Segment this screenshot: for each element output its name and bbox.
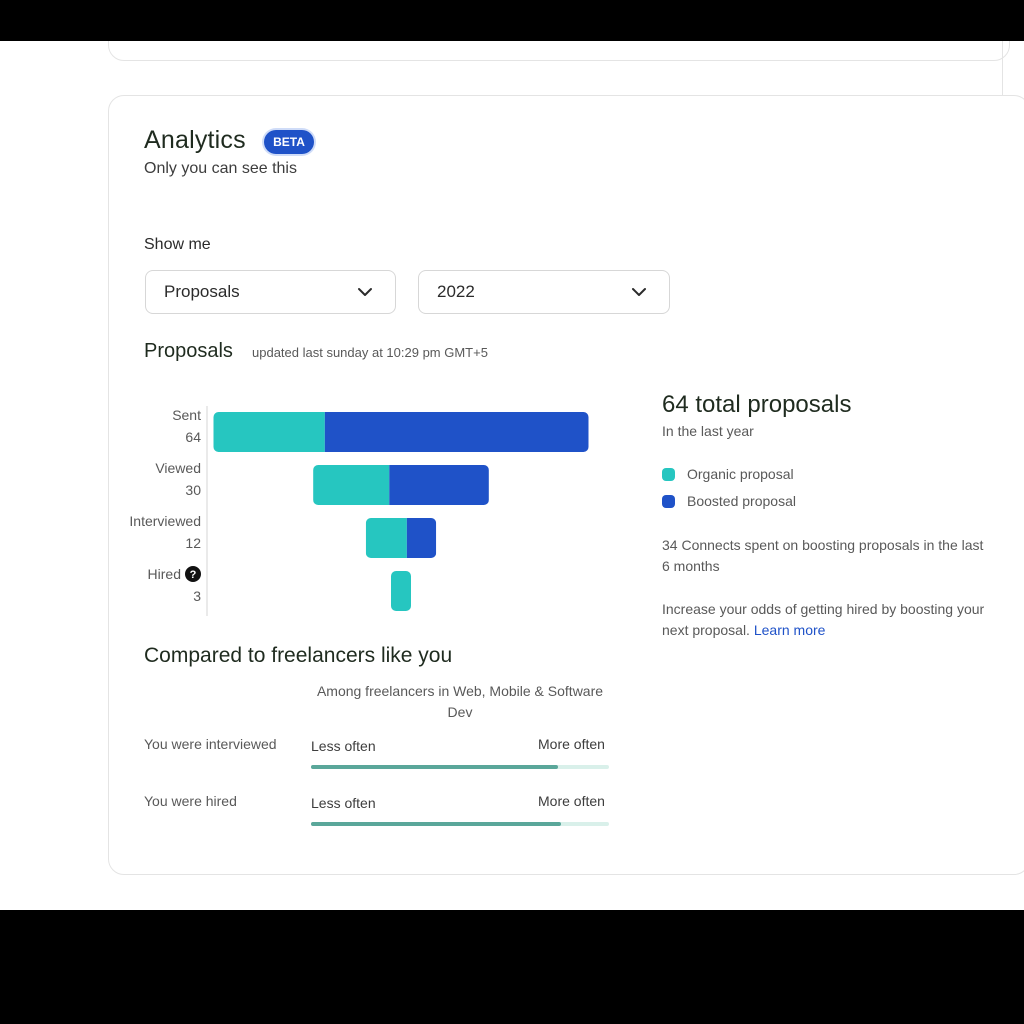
- bar-interviewed-organic: [365, 518, 407, 558]
- comparison-title: Compared to freelancers like you: [144, 644, 453, 667]
- updated-timestamp: updated last sunday at 10:29 pm GMT+5: [252, 345, 488, 360]
- legend-organic-swatch: [662, 467, 675, 481]
- comparison-bar-fill: [311, 822, 562, 826]
- funnel-value-hired: 3: [193, 588, 201, 604]
- year-select[interactable]: 2022: [418, 270, 670, 314]
- beta-badge: BETA: [264, 130, 314, 154]
- bar-sent-boosted: [324, 412, 589, 452]
- analytics-subtitle: Only you can see this: [144, 160, 297, 177]
- funnel-value-interviewed: 12: [185, 535, 201, 551]
- comparison-row-label: You were hired: [144, 793, 237, 809]
- more-often-label: More often: [538, 736, 605, 752]
- funnel-value-viewed: 30: [185, 482, 201, 498]
- boost-note-text: Increase your odds of getting hired by b…: [662, 601, 985, 638]
- total-proposals: 64 total proposals: [662, 391, 852, 418]
- legend-boosted-swatch: [662, 494, 675, 508]
- legend-boosted: Boosted proposal: [662, 493, 796, 509]
- comparison-bar-fill: [311, 765, 559, 769]
- funnel-label-interviewed: Interviewed: [129, 513, 201, 529]
- funnel-label-sent: Sent: [172, 407, 201, 423]
- funnel-label-hired: Hired: [148, 566, 181, 582]
- learn-more-link[interactable]: Learn more: [753, 622, 826, 638]
- boost-note: Increase your odds of getting hired by b…: [662, 599, 992, 641]
- analytics-card: Analytics BETA Only you can see this Sho…: [108, 95, 1024, 875]
- total-period: In the last year: [662, 423, 754, 439]
- comparison-row-label: You were interviewed: [144, 736, 277, 752]
- year-select-value: 2022: [437, 282, 475, 301]
- legend-organic-label: Organic proposal: [687, 466, 794, 482]
- metric-select[interactable]: Proposals: [145, 270, 396, 314]
- less-often-label: Less often: [311, 738, 376, 754]
- metric-select-value: Proposals: [164, 282, 240, 301]
- funnel-label-viewed: Viewed: [155, 460, 201, 476]
- bar-viewed-organic: [313, 465, 390, 505]
- legend-organic: Organic proposal: [662, 466, 794, 482]
- more-often-label: More often: [538, 793, 605, 809]
- proposals-title: Proposals: [144, 340, 233, 362]
- bar-interviewed-boosted: [406, 518, 437, 558]
- comparison-bar-interviewed: [311, 765, 609, 769]
- question-mark-glyph: ?: [190, 569, 197, 581]
- question-circle-icon: [185, 566, 201, 582]
- chevron-down-icon: [632, 288, 646, 296]
- comparison-bar-hired: [311, 822, 609, 826]
- bar-viewed-boosted: [389, 465, 489, 505]
- comparison-subtitle: Among freelancers in Web, Mobile & Softw…: [316, 683, 604, 720]
- legend-boosted-label: Boosted proposal: [687, 493, 796, 509]
- bar-sent-organic: [213, 412, 325, 452]
- bar-hired-organic: [391, 571, 411, 611]
- chevron-down-icon: [358, 288, 372, 296]
- funnel-value-sent: 64: [185, 429, 201, 445]
- less-often-label: Less often: [311, 795, 376, 811]
- previous-card: [108, 41, 1010, 61]
- screen: Analytics BETA Only you can see this Sho…: [0, 41, 1024, 910]
- analytics-title: Analytics: [144, 126, 246, 154]
- show-me-label: Show me: [144, 236, 211, 253]
- connects-note: 34 Connects spent on boosting proposals …: [662, 537, 984, 574]
